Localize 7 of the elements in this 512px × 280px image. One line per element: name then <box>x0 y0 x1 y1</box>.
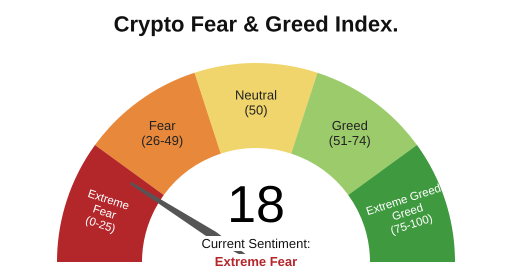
slice-label: Greed (51-74) <box>328 118 371 148</box>
slice-label: Neutral (50) <box>235 88 278 118</box>
text: Current Sentiment: <box>201 236 311 252</box>
text: 18 <box>227 176 285 234</box>
slice-label: Fear (26-49) <box>141 118 184 148</box>
text: Extreme Fear <box>214 254 298 270</box>
chart-title: Crypto Fear & Greed Index. <box>114 12 398 36</box>
